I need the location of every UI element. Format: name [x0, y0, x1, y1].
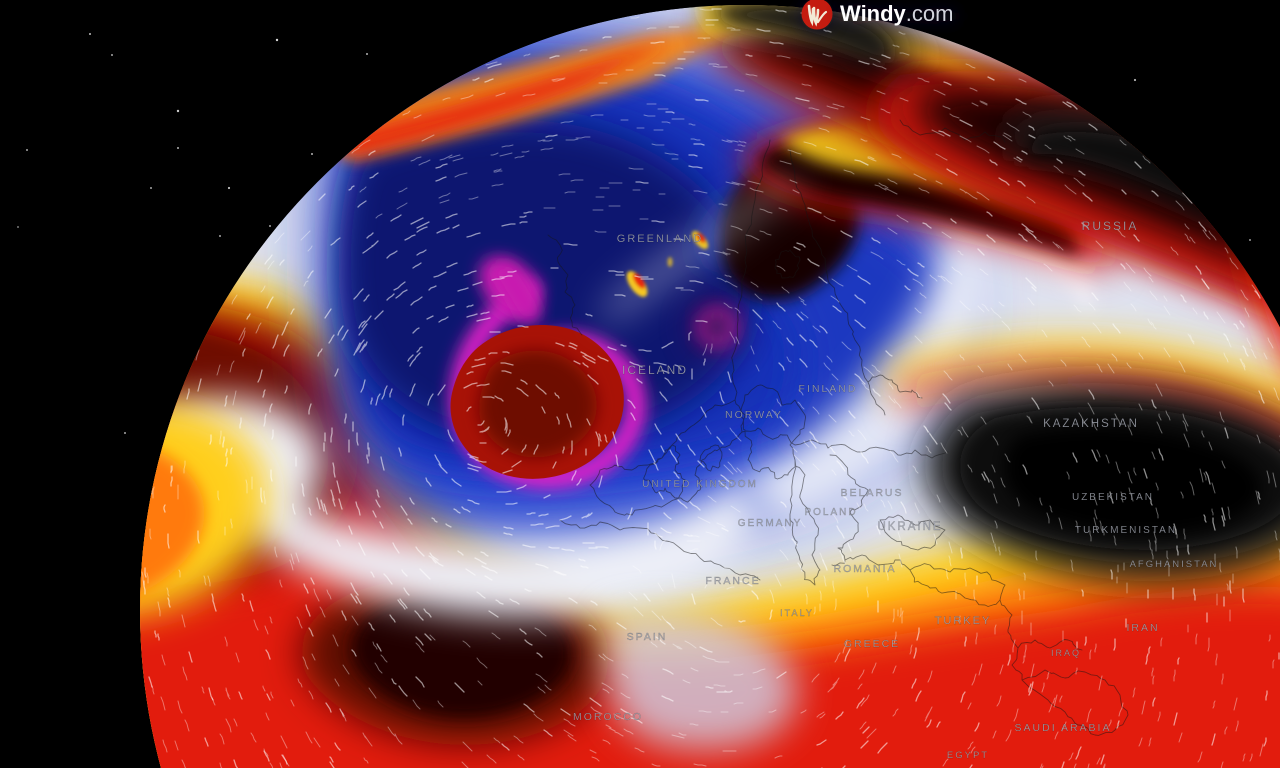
svg-text:GREENLAND: GREENLAND — [617, 233, 703, 245]
svg-text:BELARUS: BELARUS — [840, 487, 903, 499]
svg-text:Windy.com: Windy.com — [840, 1, 953, 26]
svg-text:AFGHANISTAN: AFGHANISTAN — [1130, 559, 1219, 570]
svg-text:ITALY: ITALY — [780, 608, 814, 618]
svg-text:IRAQ: IRAQ — [1051, 648, 1081, 658]
svg-text:ICELAND: ICELAND — [622, 363, 688, 377]
svg-text:IRAN: IRAN — [1126, 622, 1159, 634]
svg-text:UKRAINE: UKRAINE — [877, 521, 942, 533]
svg-text:SPAIN: SPAIN — [627, 631, 668, 643]
svg-text:FINLAND: FINLAND — [799, 383, 858, 395]
svg-text:ROMANIA: ROMANIA — [833, 563, 896, 575]
svg-text:FRANCE: FRANCE — [705, 575, 760, 587]
svg-text:MOROCCO: MOROCCO — [573, 711, 643, 723]
svg-text:POLAND: POLAND — [804, 507, 857, 518]
svg-text:UNITED KINGDOM: UNITED KINGDOM — [642, 479, 758, 490]
svg-text:SAUDI ARABIA: SAUDI ARABIA — [1015, 722, 1112, 734]
svg-text:UZBEKISTAN: UZBEKISTAN — [1072, 492, 1154, 503]
svg-text:TURKMENISTAN: TURKMENISTAN — [1075, 525, 1177, 536]
svg-text:NORWAY: NORWAY — [725, 409, 783, 421]
svg-text:GERMANY: GERMANY — [738, 518, 803, 529]
svg-text:RUSSIA: RUSSIA — [1082, 219, 1139, 233]
svg-text:GREECE: GREECE — [844, 638, 900, 650]
svg-text:TURKEY: TURKEY — [935, 615, 992, 627]
svg-text:KAZAKHSTAN: KAZAKHSTAN — [1043, 418, 1139, 430]
svg-text:EGYPT: EGYPT — [947, 750, 989, 761]
